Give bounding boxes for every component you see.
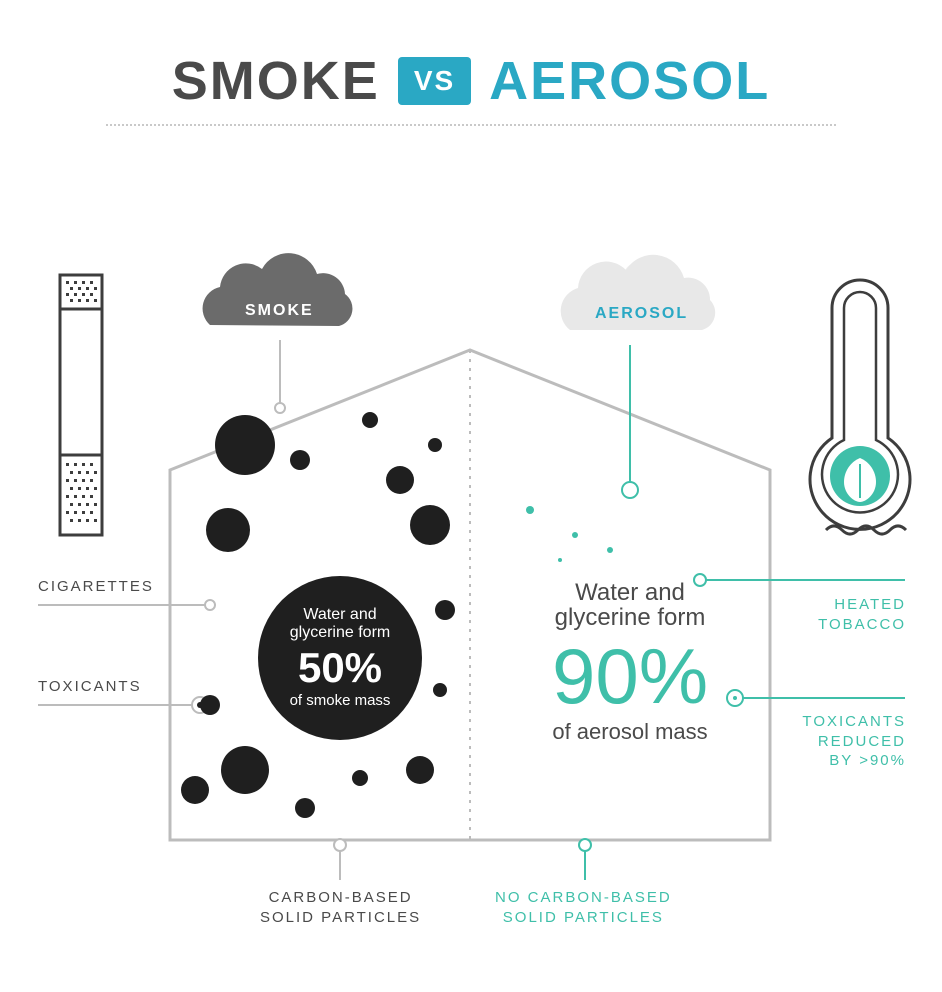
diagram-stage <box>0 50 942 992</box>
aerosol-stat-pct: 90% <box>505 636 755 718</box>
label-cigarettes: CIGARETTES <box>38 578 154 595</box>
connector-no-carbon <box>579 839 591 880</box>
label-toxicants: TOXICANTS <box>38 678 142 695</box>
smoke-stat-pct: 50% <box>270 645 410 691</box>
aerosol-stat: Water and glycerine form 90% of aerosol … <box>505 580 755 743</box>
connector-carbon-particles <box>334 839 346 880</box>
connector-cigarettes <box>38 600 215 610</box>
thermometer-leaf-icon <box>810 280 910 534</box>
smoke-stat: Water and glycerine form 50% of smoke ma… <box>270 606 410 710</box>
label-heated-tobacco: HEATED TOBACCO <box>818 595 906 634</box>
smoke-cloud-label: SMOKE <box>245 302 314 320</box>
cigarette-icon <box>60 275 102 535</box>
aerosol-cloud-label: AEROSOL <box>595 305 688 323</box>
smoke-stat-sub: of smoke mass <box>270 693 410 710</box>
aerosol-stat-sub: of aerosol mass <box>505 720 755 743</box>
label-carbon-particles: CARBON-BASED SOLID PARTICLES <box>260 888 421 929</box>
label-no-carbon-particles: NO CARBON-BASED SOLID PARTICLES <box>495 888 672 929</box>
connector-smoke-cloud <box>275 340 285 413</box>
connector-toxicants <box>38 697 208 713</box>
connector-aerosol-cloud <box>622 345 638 498</box>
aerosol-stat-lead: Water and glycerine form <box>505 580 755 630</box>
smoke-stat-lead: Water and glycerine form <box>270 606 410 641</box>
teal-particles <box>526 506 613 562</box>
label-toxicants-reduced: TOXICANTS REDUCED BY >90% <box>802 712 906 771</box>
